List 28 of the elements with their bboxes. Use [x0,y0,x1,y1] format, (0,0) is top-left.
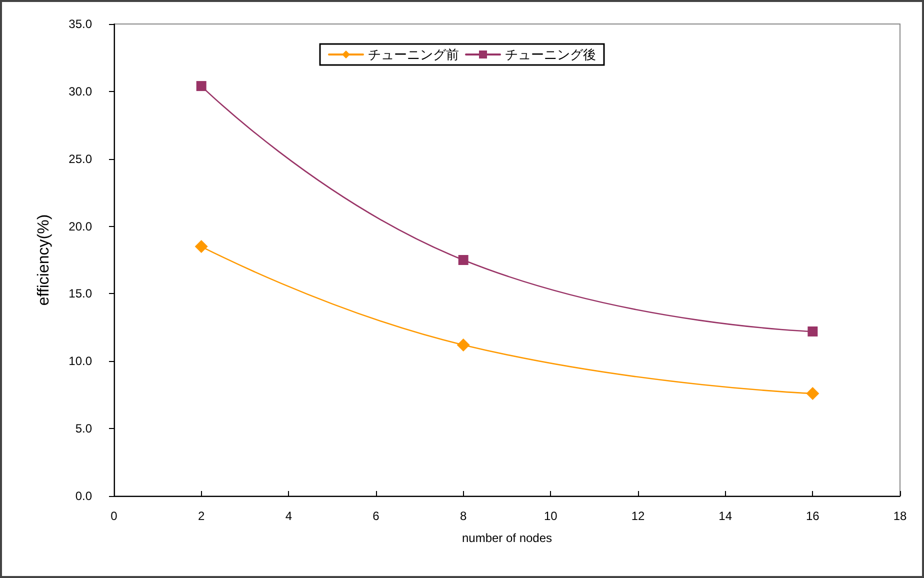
y-tick-label: 20.0 [68,219,92,234]
x-tick-label: 4 [285,509,292,523]
legend-label: チューニング前 [368,47,459,62]
x-tick-label: 0 [110,509,118,523]
x-tick-label: 18 [893,509,907,523]
x-axis-title: number of nodes [462,531,552,545]
x-tick-label: 14 [718,509,732,523]
point [458,255,468,265]
y-tick-label: 25.0 [68,152,92,166]
point [808,326,818,336]
x-tick-label: 12 [631,509,645,523]
y-tick-label: 5.0 [75,422,92,436]
y-tick-label: 30.0 [68,84,92,98]
y-tick-label: 0.0 [75,489,92,503]
y-tick-label: 35.0 [68,17,92,31]
point [194,240,208,254]
point [456,338,470,352]
x-tick-label: 6 [372,509,380,523]
x-tick-label: 8 [460,509,467,523]
y-axis-title: efficiency(%) [36,214,52,306]
point [806,387,820,400]
x-tick-label: 2 [198,509,205,523]
y-tick-label: 15.0 [68,286,92,301]
x-tick-label: 16 [806,509,820,523]
x-tick-label: 10 [544,509,558,523]
y-tick-label: 10.0 [68,354,92,368]
point [196,81,206,92]
legend-label: チューニング後 [505,47,596,62]
